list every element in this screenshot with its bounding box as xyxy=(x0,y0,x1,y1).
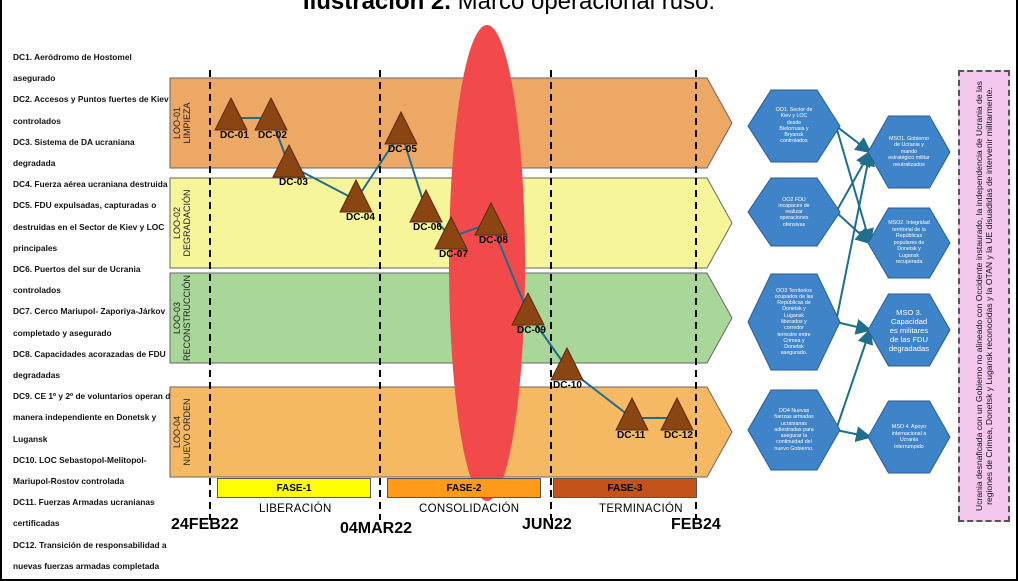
strategic-objective-text-1: MSO1. Gobierno de Ucrania y mando estrat… xyxy=(888,135,930,168)
date-label-4: FEB24 xyxy=(671,516,721,533)
date-label-3: JUN22 xyxy=(522,516,572,533)
strategic-objective-text-2: MSO2. Integridad territorial de la Repúb… xyxy=(888,220,930,265)
legend-line: nuevas fuerzas armadas completada xyxy=(13,560,160,571)
loo-label-1: LOO-01 LIMPIEZA xyxy=(172,102,192,144)
strategic-objective-hexagon-1 xyxy=(867,115,951,189)
dc-label-6: DC-06 xyxy=(413,222,442,233)
objective-link xyxy=(835,328,874,431)
dc-label-8: DC-08 xyxy=(479,235,508,246)
dc-triangle-3 xyxy=(272,143,306,178)
legend-line: DC12. Transición de responsabilidad a xyxy=(13,539,167,550)
operational-objective-hexagon-4 xyxy=(747,389,841,471)
operational-objective-hexagon-1 xyxy=(747,89,841,163)
strategic-objective-hexagon-3 xyxy=(867,293,951,367)
legend-line: DC2. Accesos y Puntos fuertes de Kiev xyxy=(13,94,169,105)
strategic-objective-hexagon-2 xyxy=(867,207,951,279)
loo-label-4: LOO-04 NUEVO ORDEN xyxy=(172,398,192,466)
dc-triangle-12 xyxy=(660,396,694,431)
phase-bar-2: FASE-2 xyxy=(387,478,541,498)
dc-triangle-9 xyxy=(511,291,545,326)
legend-line: destruidas en el Sector de Kiev y LOC xyxy=(13,221,165,232)
legend-line: degradada xyxy=(13,158,56,169)
dc-label-11: DC-11 xyxy=(617,430,646,441)
legend-line: DC6. Puertos del sur de Ucrania xyxy=(13,264,141,275)
operational-objective-text-1: OO1. Sector de Kiev y LOC desde Bielorru… xyxy=(775,107,813,145)
legend-line: DC1. Aeródromo de Hostomel xyxy=(13,52,132,62)
objective-link xyxy=(835,319,872,335)
legend-line: controlados xyxy=(13,285,61,296)
legend-line: DC7. Cerco Mariupol- Zaporiya-Járkov xyxy=(13,306,166,317)
legend-line: DC4. Fuerza aérea ucraniana destruida xyxy=(13,179,168,190)
objective-link xyxy=(835,125,874,245)
operational-objective-hexagon-2 xyxy=(747,177,841,247)
phase-bar-3: FASE-3 xyxy=(553,478,697,498)
strategic-objective-text-4: MSO 4. Apoyo internacional a Ucrania int… xyxy=(891,424,927,450)
legend-line: DC8. Capacidades acorazadas de FDU xyxy=(13,348,166,359)
end-state-box xyxy=(958,70,1010,522)
operational-objective-text-3: OO3 Territorios ocupados de las Repúblic… xyxy=(774,287,814,357)
date-label-1: 24FEB22 xyxy=(171,516,239,533)
dc-triangle-5 xyxy=(384,110,418,145)
dc-label-4: DC-04 xyxy=(346,212,375,223)
loo-label-3: LOO-03 RECONSTRUCCIÓN xyxy=(172,274,192,362)
legend-line: manera independiente en Donetsk y xyxy=(13,412,157,423)
line-of-operation-4 xyxy=(169,386,733,478)
dc-triangle-4 xyxy=(339,178,373,213)
dc-label-2: DC-02 xyxy=(258,130,287,141)
phase-name-2: CONSOLIDACIÓN xyxy=(419,503,520,515)
phase-bar-1: FASE-1 xyxy=(217,478,371,498)
dc-label-1: DC-01 xyxy=(220,130,249,141)
dc-triangle-1 xyxy=(214,96,248,131)
dc-triangle-11 xyxy=(615,396,649,431)
dc-label-3: DC-03 xyxy=(279,177,308,188)
objective-link xyxy=(835,150,876,323)
phase-name-1: LIBERACIÓN xyxy=(259,503,332,515)
dc-triangle-7 xyxy=(434,215,468,250)
line-of-operation-1 xyxy=(169,77,733,169)
dc-label-10: DC-10 xyxy=(553,380,582,391)
dc-triangle-10 xyxy=(550,346,584,381)
legend-line: degradadas xyxy=(13,370,61,381)
legend-line: DC10. LOC Sebastopol-Melitopol- xyxy=(13,454,147,465)
legend-line: DC3. Sistema de DA ucraniana xyxy=(13,136,135,147)
strategic-objective-hexagon-4 xyxy=(867,400,951,474)
operational-objective-hexagon-3 xyxy=(747,273,841,371)
dc-label-12: DC-12 xyxy=(664,430,693,441)
strategic-objective-text-3: MSO 3. Capacidad es militares de las FDU… xyxy=(888,307,930,353)
legend-line: principales xyxy=(13,242,58,253)
objective-link xyxy=(835,426,872,443)
legend-line: completado y asegurado xyxy=(13,327,112,338)
end-state-text: Ucrania desnaficada con un Gobierno no a… xyxy=(974,81,994,511)
legend-line: DC9. CE 1º y 2º de voluntarios operan de xyxy=(13,391,176,402)
legend-line: controlados xyxy=(13,115,61,126)
objective-link xyxy=(835,211,872,245)
loo-label-2: LOO-02 DEGRADACIÓN xyxy=(172,189,192,257)
operational-objective-text-4: OO4 Nuevas fuerzas armadas ucranianas ad… xyxy=(774,408,814,452)
legend-line: DC5. FDU expulsadas, capturadas o xyxy=(13,200,157,211)
dc-label-7: DC-07 xyxy=(439,249,468,260)
legend-line: certificadas xyxy=(13,518,60,529)
dc-triangle-8 xyxy=(474,201,508,236)
dc-label-5: DC-05 xyxy=(388,144,417,155)
dc-triangle-6 xyxy=(409,188,443,223)
legend-line: Mariupol-Rostov controlada xyxy=(13,476,125,487)
dc-legend: DC1. Aeródromo de Hostomel asegurado DC2. … xyxy=(13,47,178,577)
figure-title: Ilustración 2. Marco operacional ruso. xyxy=(302,0,716,15)
dc-triangle-2 xyxy=(254,96,288,131)
legend-line: DC11. Fuerzas Armadas ucranianas xyxy=(13,497,155,508)
date-label-2: 04MAR22 xyxy=(340,520,413,537)
legend-line: asegurado xyxy=(13,73,56,84)
dc-label-9: DC-09 xyxy=(517,325,546,336)
center-of-gravity-ellipse xyxy=(449,25,525,501)
legend-line: Lugansk xyxy=(13,433,48,444)
phase-name-3: TERMINACIÓN xyxy=(599,503,683,515)
operational-objective-text-2: OO2 FDU incapaces de realizar operacione… xyxy=(778,196,810,228)
objective-link xyxy=(835,125,872,154)
